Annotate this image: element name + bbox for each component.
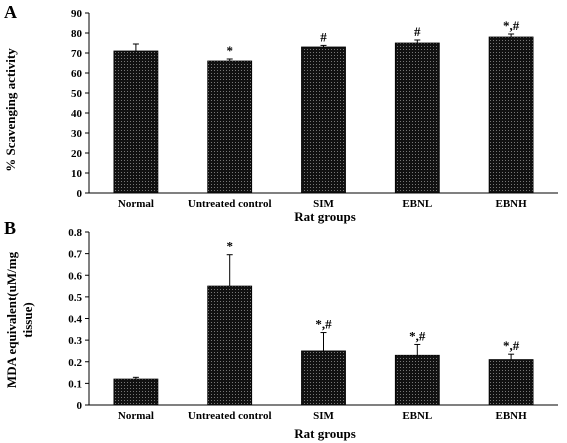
panel-a-y-tick-label: 50 <box>71 88 83 100</box>
panel-b-bar <box>207 285 253 406</box>
panel-b-y-tick-label: 0.6 <box>68 270 82 282</box>
panel-a-significance-label: # <box>320 29 327 44</box>
panel-b-bar <box>301 350 346 406</box>
panel-a-category-label: EBNL <box>402 198 432 210</box>
panel-a-y-tick-label: 40 <box>71 108 83 120</box>
panel-a-y-tick-label: 90 <box>71 8 83 20</box>
panel-a: A % Scavenging activity Rat groups 0 10 20… <box>3 2 558 224</box>
panel-b-y-axis-title-line-2: tissue) <box>20 302 35 337</box>
panel-a-x-axis-title: Rat groups <box>294 209 356 224</box>
panel-a-bar <box>488 36 534 194</box>
panel-b-y-tick-label: 0.2 <box>68 357 82 369</box>
panel-b-y-tick-label: 0.1 <box>68 378 82 390</box>
panel-b-significance-label: * <box>226 239 233 254</box>
panel-a-y-axis-title: % Scavenging activity <box>3 48 18 172</box>
panel-a-category-label: Normal <box>118 198 154 210</box>
panel-b-category-label: SIM <box>313 410 334 422</box>
panel-a-bar <box>301 46 346 194</box>
panel-b-category-label: EBNH <box>496 410 528 422</box>
panel-b-y-tick-label: 0.7 <box>68 249 82 261</box>
panel-a-letter: A <box>4 2 17 22</box>
panel-b-y-tick-label: 0.3 <box>68 335 82 347</box>
panel-a-category-label: SIM <box>313 198 334 210</box>
panel-b-bar <box>488 359 534 406</box>
panel-b-bar <box>113 378 159 406</box>
panel-a-y-tick-label: 70 <box>71 48 83 60</box>
panel-a-y-tick-label: 10 <box>71 168 83 180</box>
panel-b-significance-label: *,# <box>315 317 332 332</box>
panel-a-significance-label: *,# <box>503 18 520 33</box>
panel-a-category-label: Untreated control <box>188 198 272 210</box>
panel-b: B MDA equivalent(uM/mg tissue) Rat group… <box>4 218 558 441</box>
panel-b-significance-label: *,# <box>503 338 520 353</box>
panel-b-letter: B <box>4 218 16 238</box>
panel-b-x-axis-title: Rat groups <box>294 426 356 441</box>
panel-a-category-label: EBNH <box>496 198 528 210</box>
panel-b-bar <box>394 354 440 406</box>
panel-a-bar <box>394 42 440 194</box>
panel-a-significance-label: # <box>414 24 421 39</box>
panel-a-significance-label: * <box>226 43 233 58</box>
panel-a-y-tick-label: 20 <box>71 148 83 160</box>
panel-b-y-tick-label: 0.5 <box>68 292 82 304</box>
panel-b-y-tick-label: 0 <box>77 400 83 412</box>
panel-b-category-label: EBNL <box>402 410 432 422</box>
panel-a-y-tick-label: 30 <box>71 128 83 140</box>
panel-a-bar <box>113 50 159 194</box>
panel-b-y-axis-title-line-1: MDA equivalent(uM/mg <box>4 251 19 388</box>
panel-a-plot-area: 0 10 20 30 40 50 60 70 80 90 Normal * Untreated cont… <box>71 8 558 210</box>
panel-b-category-label: Untreated control <box>188 410 272 422</box>
panel-b-y-tick-label: 0.4 <box>68 314 82 326</box>
panel-b-significance-label: *,# <box>409 328 426 343</box>
panel-b-category-label: Normal <box>118 410 154 422</box>
panel-b-plot-area: 0 0.1 0.2 0.3 0.4 0.5 0.6 0.7 0.8 Normal * Untreate… <box>68 227 558 422</box>
panel-a-bar <box>207 60 253 194</box>
panel-b-y-tick-label: 0.8 <box>68 227 82 239</box>
panel-a-y-tick-label: 60 <box>71 68 83 80</box>
panel-a-y-tick-label: 80 <box>71 28 83 40</box>
panel-a-y-tick-label: 0 <box>77 188 83 200</box>
